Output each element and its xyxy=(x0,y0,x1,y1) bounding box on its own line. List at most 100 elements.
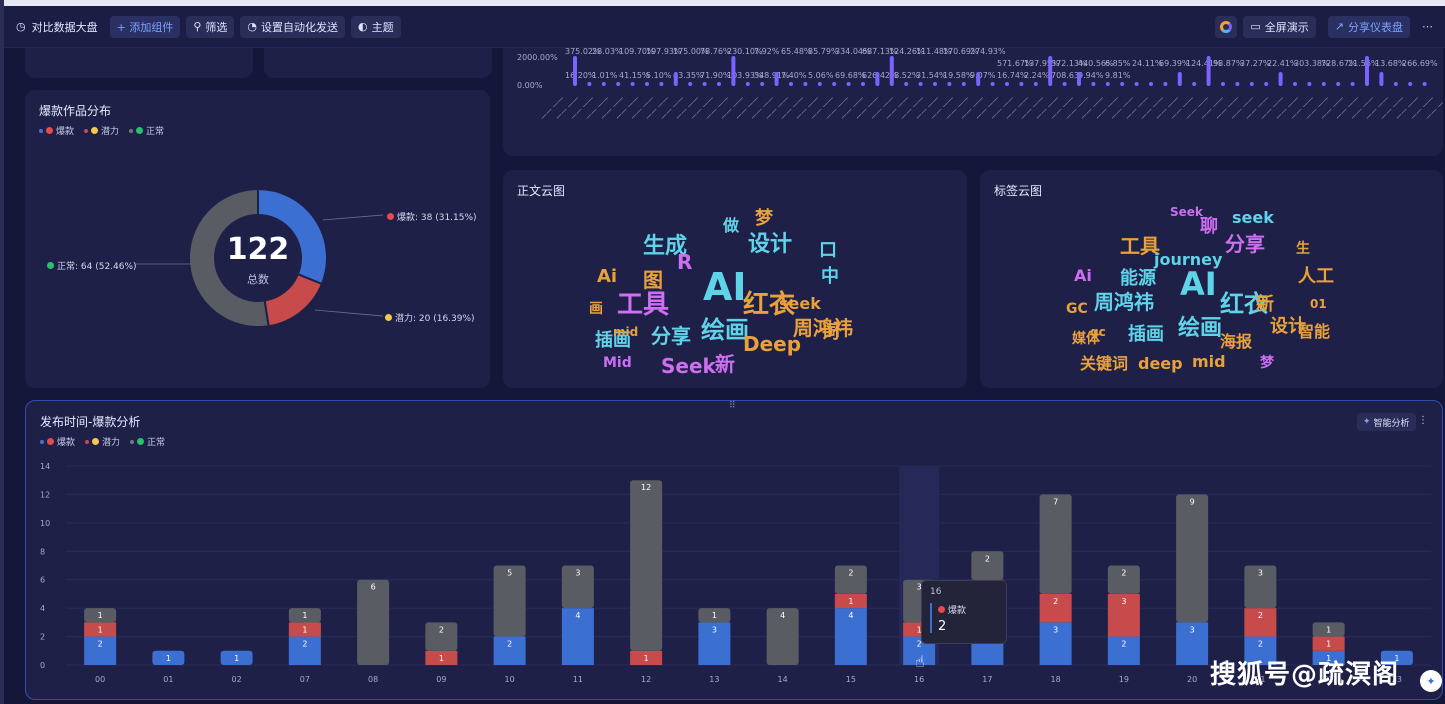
wordcloud-tags: AI 红衣 周鸿祎 绘画 工具 分享 设计 插画 deep 海报 媒体 能源 mid seek 聊人工 智能 新… xyxy=(1060,206,1380,378)
y-tick-label: 10 xyxy=(40,519,50,528)
pct-label: 9.81% xyxy=(1105,71,1131,80)
theme-button[interactable]: ◐ 主题 xyxy=(351,15,401,38)
bar-爆款 xyxy=(84,636,117,665)
pct-label: 98.87% xyxy=(1213,59,1244,68)
wordcloud-word: 梦 xyxy=(1260,355,1274,371)
filter-button[interactable]: ⚲ 筛选 xyxy=(186,15,235,38)
pct-label: 375.02% xyxy=(565,48,601,56)
more-menu-icon[interactable]: ⋯ xyxy=(1422,20,1433,33)
bar-value-label: 1 xyxy=(848,597,853,606)
wordcloud-word: 周鸿祎 xyxy=(1094,290,1154,314)
bar-潜力 xyxy=(834,593,867,609)
pct-label: 440.56% xyxy=(1078,59,1114,68)
x-tick-label: 01 xyxy=(163,675,173,684)
wordcloud-word: 工具 xyxy=(1120,234,1160,258)
bar-value-label: 1 xyxy=(98,611,103,620)
wordcloud-word: 01 xyxy=(1310,297,1327,311)
top-bar xyxy=(731,56,736,86)
legend-potential[interactable]: 潜力 xyxy=(84,124,119,137)
pct-label: 334.04% xyxy=(835,48,871,56)
wordcloud-tags-title: 标签云图 xyxy=(994,184,1043,198)
top-bar xyxy=(1408,82,1413,86)
x-tick-label: 14 xyxy=(778,675,788,684)
wordcloud-word: 分享 xyxy=(1225,232,1265,256)
ai-assistant-button[interactable] xyxy=(1215,15,1238,38)
bar-value-label: 1 xyxy=(644,654,649,663)
bar-value-label: 2 xyxy=(985,554,990,563)
legend-potential[interactable]: 潜力 xyxy=(85,435,120,448)
wordcloud-word: mid xyxy=(1192,352,1226,371)
pct-label: 69.39% xyxy=(1159,59,1190,68)
top-bar xyxy=(861,82,865,86)
top-bar xyxy=(1019,82,1024,86)
top-bar xyxy=(760,82,765,86)
theme-label: 主题 xyxy=(371,20,394,34)
donut-label-potential-text: 潜力: 20 (16.39%) xyxy=(395,314,475,324)
pct-label: 31.54% xyxy=(916,71,947,80)
y-tick-label: 8 xyxy=(40,547,45,556)
bar-value-label: 12 xyxy=(641,483,651,492)
tooltip-value: 2 xyxy=(938,619,947,634)
donut-label-potential: 潜力: 20 (16.39%) xyxy=(385,311,475,324)
bar-正常 xyxy=(357,579,390,665)
floating-help-button[interactable]: ✦ xyxy=(1420,670,1442,692)
bar-爆款 xyxy=(493,636,526,665)
more-options-icon[interactable]: ⋮ xyxy=(1418,415,1428,426)
bar-value-label: 4 xyxy=(848,611,853,620)
timer-icon: ◔ xyxy=(247,20,257,33)
legend-hot[interactable]: 爆款 xyxy=(40,435,75,448)
bar-正常 xyxy=(1312,622,1345,637)
top-bar xyxy=(587,82,592,86)
pct-label: 19.58% xyxy=(943,71,974,80)
legend-normal[interactable]: 正常 xyxy=(129,124,164,137)
x-tick-label: 09 xyxy=(436,675,446,684)
pct-label: 43.35% xyxy=(673,71,704,80)
top-bar xyxy=(688,82,693,86)
pct-label: 22.41% xyxy=(1267,59,1298,68)
bar-正常 xyxy=(698,608,731,623)
top-bar xyxy=(1091,82,1096,86)
legend-hot-label: 爆款 xyxy=(56,127,75,137)
auto-send-button[interactable]: ◔ 设置自动化发送 xyxy=(240,15,345,38)
wordcloud-body-card: 正文云图 AI 红衣 工具 绘画 生成 设计 周鸿祎 分享 Seek Deep 插画 图新 梦做中词 se… xyxy=(503,170,967,388)
x-tick-label: 08 xyxy=(368,675,378,684)
smart-analysis-label: 智能分析 xyxy=(1373,418,1410,429)
top-bar-chart-card: 2000.00% 0.00% 375.02% 28.03% 109.70% 197.93%… xyxy=(503,47,1445,156)
bar-正常 xyxy=(766,608,799,665)
leader-line-hot xyxy=(322,214,384,221)
wordcloud-word: R xyxy=(677,250,693,274)
wordcloud-word: 红衣 xyxy=(1220,290,1268,318)
donut-total: 122 xyxy=(226,232,290,267)
legend-normal[interactable]: 正常 xyxy=(130,435,165,448)
wordcloud-word: 中 xyxy=(821,266,839,287)
wordcloud-word: 周鸿祎 xyxy=(793,316,853,340)
fullscreen-label: 全屏演示 xyxy=(1264,20,1309,34)
bar-潜力 xyxy=(425,650,458,665)
wordcloud-word: Mid xyxy=(603,355,632,371)
wordcloud-word: 设计 xyxy=(1270,316,1306,337)
fullscreen-button[interactable]: ▭ 全屏演示 xyxy=(1243,15,1316,38)
x-tick-label: 10 xyxy=(505,675,515,684)
legend-hot[interactable]: 爆款 xyxy=(39,124,74,137)
bar-value-label: 1 xyxy=(166,654,171,663)
bar-value-label: 1 xyxy=(98,625,103,634)
pct-label: 274.93% xyxy=(970,48,1006,56)
top-bar xyxy=(875,72,880,86)
chart-tooltip: 16 爆款 2 xyxy=(921,580,1007,644)
smart-analysis-button[interactable]: ✦ 智能分析 xyxy=(1357,413,1416,431)
top-bar xyxy=(630,82,635,86)
wordcloud-word: 能源 xyxy=(1120,268,1156,289)
top-bar xyxy=(1048,56,1053,86)
bar-正常 xyxy=(1107,565,1140,594)
add-widget-button[interactable]: + 添加组件 xyxy=(109,15,181,38)
top-card-1 xyxy=(25,48,253,78)
share-button[interactable]: ↗ 分享仪表盘 xyxy=(1327,15,1410,38)
bar-爆款 xyxy=(1244,636,1277,665)
bar-value-label: 2 xyxy=(1121,569,1126,578)
pct-label: 24.11% xyxy=(1132,59,1163,68)
x-tick-label: 07 xyxy=(300,675,310,684)
top-bar xyxy=(889,56,894,86)
drag-handle-icon[interactable]: ⠿ xyxy=(729,401,736,411)
y-tick-label: 2 xyxy=(40,633,45,642)
bar-正常 xyxy=(288,608,321,623)
